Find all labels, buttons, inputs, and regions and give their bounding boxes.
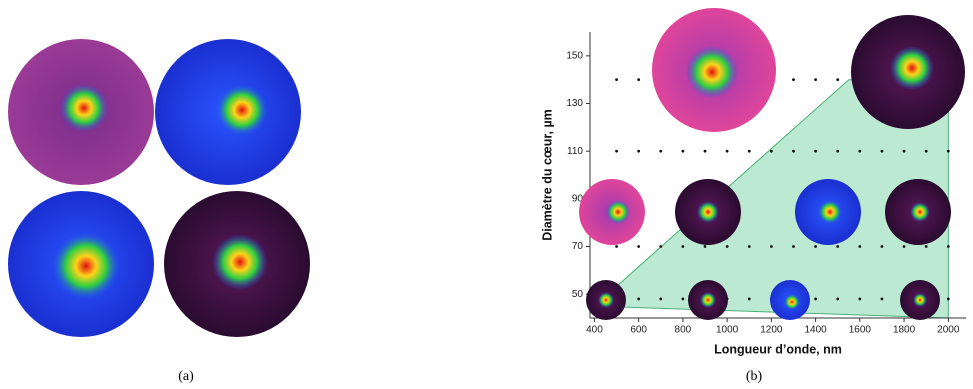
y-tick-label: 130 [566,98,583,109]
grid-point [792,245,795,248]
caption: (b) [746,369,763,384]
x-tick-label: 1800 [893,325,916,336]
grid-point [615,245,618,248]
grid-point [836,297,840,301]
mode-spot [890,46,934,90]
x-tick-label: 1000 [716,325,739,336]
y-tick-label: 150 [566,50,583,61]
mode-spot [818,200,842,224]
grid-point [681,245,685,248]
grid-point [880,149,884,153]
grid-point [814,149,817,153]
grid-point [858,297,862,301]
grid-point [792,78,795,82]
x-tick-label: 2000 [937,325,960,336]
mode-spot [913,293,927,307]
grid-point [880,297,884,301]
mode-spot [52,232,120,300]
panel-a: (a) [8,39,310,384]
grid-point [814,78,817,82]
grid-point [681,297,685,301]
grid-point [946,245,950,248]
mode-spot [700,292,716,308]
caption: (a) [178,369,194,384]
grid-point [615,149,618,153]
grid-point [814,245,817,248]
mode-spot [697,201,719,223]
grid-point [792,149,795,153]
grid-point [747,245,751,248]
grid-point [637,78,641,82]
grid-point [637,297,641,301]
grid-point [836,78,840,82]
grid-point [703,149,707,153]
x-tick-label: 1400 [804,325,827,336]
mode-spot [784,294,800,310]
grid-point [902,149,906,153]
grid-point [836,149,840,153]
grid-point [703,245,707,248]
grid-point [637,149,641,153]
y-tick-label: 90 [572,193,584,204]
grid-point [681,149,685,153]
mode-images [579,8,965,320]
grid-point [814,297,817,301]
y-tick-label: 110 [567,146,583,157]
grid-point [880,245,884,248]
mode-spot [606,200,630,224]
x-tick-label: 1600 [849,325,872,336]
grid-point [615,78,618,82]
mode-spot [686,46,738,98]
x-tick-label: 400 [586,325,603,336]
x-tick-label: 800 [675,325,692,336]
grid-point [858,245,862,248]
grid-point [725,245,729,248]
y-tick-label: 50 [572,289,584,300]
grid-point [659,245,663,248]
grid-point [637,245,641,248]
grid-point [836,245,840,248]
grid-point [769,245,773,248]
grid-point [769,149,773,153]
grid-point [924,245,928,248]
grid-point [946,297,950,301]
y-tick-label: 70 [572,241,584,252]
grid-point [924,149,928,153]
mode-spot [212,234,268,290]
grid-point [659,297,663,301]
mode-spot [598,292,614,308]
mode-spot [910,202,930,222]
grid-point [659,149,663,153]
grid-point [747,297,751,301]
grid-point [902,245,906,248]
grid-point [725,149,729,153]
grid-point [858,149,862,153]
grid-point [747,149,751,153]
y-axis-title: Diamètre du cœur, µm [540,109,554,241]
x-tick-label: 600 [630,325,647,336]
x-axis-title: Longueur d’onde, nm [714,342,842,356]
mode-spot [216,84,268,136]
mode-spot [60,84,108,132]
grid-point [946,149,950,153]
x-tick-label: 1200 [760,325,783,336]
